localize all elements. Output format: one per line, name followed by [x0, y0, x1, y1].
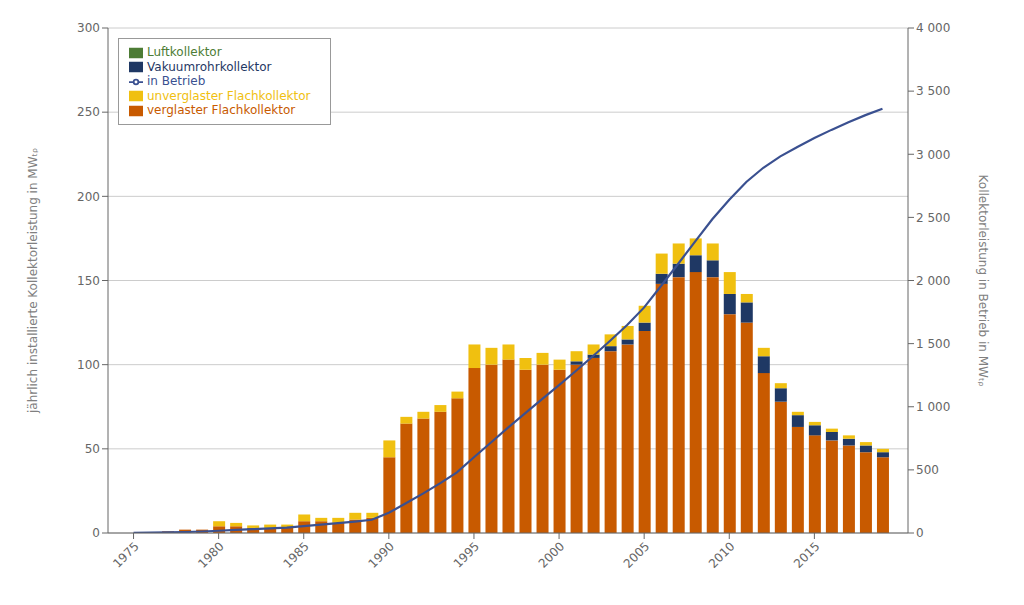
svg-text:2000: 2000 [536, 539, 567, 570]
svg-text:1985: 1985 [280, 539, 311, 570]
html-text:verglaster Flachkollektor: verglaster Flachkollektor [147, 103, 296, 117]
svg-text:200: 200 [77, 190, 100, 204]
svg-text:250: 250 [77, 105, 100, 119]
svg-text:1975: 1975 [110, 539, 141, 570]
svg-text:4 000: 4 000 [916, 21, 950, 35]
svg-text:Kollektorleistung in Betrieb i: Kollektorleistung in Betrieb in MWₜᵨ [976, 175, 990, 387]
svg-text:1 500: 1 500 [916, 337, 950, 351]
html-text:in Betrieb: in Betrieb [147, 74, 206, 88]
html-text:Luftkollektor: Luftkollektor [147, 45, 222, 59]
svg-text:150: 150 [77, 274, 100, 288]
svg-text:1995: 1995 [451, 539, 482, 570]
svg-text:1980: 1980 [195, 539, 226, 570]
svg-text:2005: 2005 [621, 539, 652, 570]
html-text:unverglaster Flachkollektor: unverglaster Flachkollektor [147, 88, 311, 103]
html-text:Vakuumrohrkollektor: Vakuumrohrkollektor [147, 59, 272, 74]
svg-text:2010: 2010 [706, 539, 737, 570]
svg-text:2 500: 2 500 [916, 211, 950, 225]
svg-text:3 500: 3 500 [916, 84, 950, 98]
svg-text:0: 0 [92, 526, 100, 540]
svg-text:50: 50 [85, 442, 100, 456]
svg-text:300: 300 [77, 21, 100, 35]
svg-text:100: 100 [77, 358, 100, 372]
svg-text:1990: 1990 [365, 539, 396, 570]
svg-text:2 000: 2 000 [916, 274, 950, 288]
svg-text:1 000: 1 000 [916, 400, 950, 414]
svg-text:2015: 2015 [791, 539, 822, 570]
svg-text:0: 0 [916, 526, 924, 540]
svg-text:3 000: 3 000 [916, 148, 950, 162]
svg-text:500: 500 [916, 463, 939, 477]
svg-text:jährlich installierte Kollekto: jährlich installierte Kollektorleistung … [26, 148, 40, 414]
